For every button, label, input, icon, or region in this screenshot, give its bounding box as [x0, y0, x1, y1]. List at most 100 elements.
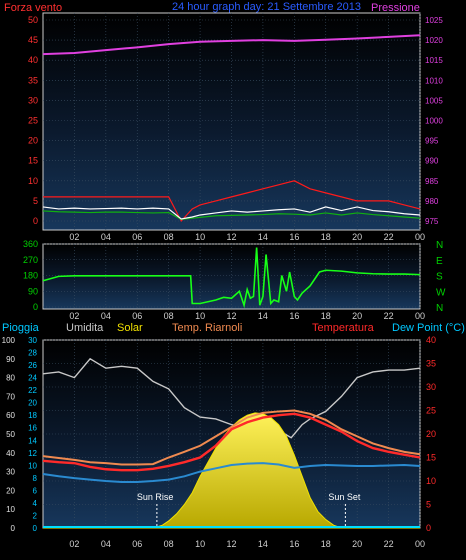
wind-tick-label: 15 [28, 156, 38, 166]
pressure-tick-label: 1000 [425, 117, 443, 126]
humidity-tick-label: 0 [33, 524, 38, 533]
humidity-tick-label: 30 [28, 336, 37, 345]
x-tick-label: 02 [69, 311, 79, 321]
sun-rise-label: Sun Rise [137, 492, 174, 502]
temperature-tick-label: 15 [426, 453, 436, 463]
pressure-tick-label: 995 [425, 137, 439, 146]
series-temp-riarnoli [42, 409, 421, 466]
rain-tick-label: 100 [2, 336, 16, 345]
rain-tick-label: 10 [6, 505, 15, 514]
sun-set-label: Sun Set [328, 492, 361, 502]
temperature-tick-label: 25 [426, 406, 436, 416]
rain-tick-label: 0 [11, 524, 16, 533]
humidity-legend: Umidita [66, 322, 104, 334]
rain-tick-label: 40 [6, 449, 15, 458]
compass-label: S [436, 272, 443, 283]
humidity-tick-label: 24 [28, 374, 37, 383]
chart-title: 24 hour graph day: 21 Settembre 2013 [172, 1, 361, 13]
x-tick-label: 22 [384, 539, 394, 549]
pressure-tick-label: 1010 [425, 76, 443, 85]
wind-axis-title: Forza vento [4, 2, 62, 14]
x-tick-label: 20 [352, 311, 362, 321]
x-tick-label: 04 [101, 232, 111, 242]
humidity-tick-label: 16 [28, 424, 37, 433]
x-tick-label: 00 [415, 539, 425, 549]
temperature-tick-label: 40 [426, 335, 436, 345]
x-tick-label: 08 [164, 539, 174, 549]
x-tick-label: 04 [101, 311, 111, 321]
wind-tick-label: 0 [33, 216, 38, 226]
series-pressione [42, 34, 421, 56]
direction-tick-label: 90 [28, 286, 38, 296]
solar-legend: Solar [117, 322, 143, 334]
pressure-tick-label: 1025 [425, 16, 443, 25]
pressure-tick-label: 990 [425, 157, 439, 166]
humidity-tick-label: 22 [28, 386, 37, 395]
rain-tick-label: 60 [6, 411, 15, 420]
rain-tick-label: 90 [6, 355, 15, 364]
x-tick-label: 16 [289, 232, 299, 242]
pressure-tick-label: 1020 [425, 36, 443, 45]
x-tick-label: 08 [164, 311, 174, 321]
wind-tick-label: 45 [28, 35, 38, 45]
humidity-tick-label: 14 [28, 436, 37, 445]
direction-tick-label: 180 [23, 271, 38, 281]
rain-axis-title: Pioggia [2, 322, 40, 334]
pressure-tick-label: 1005 [425, 96, 443, 105]
x-tick-label: 12 [226, 232, 236, 242]
x-tick-label: 18 [321, 232, 331, 242]
compass-label: N [436, 240, 443, 251]
series-temperatura [42, 412, 421, 472]
x-tick-label: 02 [69, 539, 79, 549]
humidity-tick-label: 18 [28, 411, 37, 420]
wind-tick-label: 25 [28, 116, 38, 126]
rain-tick-label: 30 [6, 468, 15, 477]
humidity-tick-label: 4 [33, 499, 38, 508]
temperature-tick-label: 30 [426, 382, 436, 392]
grid-lines [43, 13, 421, 529]
series-solar [43, 412, 420, 529]
direction-tick-label: 360 [23, 239, 38, 249]
temperature-tick-label: 0 [426, 523, 431, 533]
direction-tick-label: 270 [23, 255, 38, 265]
pressure-tick-label: 975 [425, 217, 439, 226]
temperature-tick-label: 10 [426, 476, 436, 486]
x-tick-label: 18 [321, 311, 331, 321]
x-tick-label: 04 [101, 539, 111, 549]
humidity-tick-label: 26 [28, 361, 37, 370]
humidity-tick-label: 6 [33, 486, 38, 495]
x-tick-label: 14 [258, 539, 268, 549]
direction-tick-label: 0 [33, 302, 38, 312]
rain-tick-label: 20 [6, 486, 15, 495]
x-tick-label: 10 [195, 232, 205, 242]
x-tick-label: 00 [415, 232, 425, 242]
x-tick-label: 12 [226, 539, 236, 549]
x-tick-label: 06 [132, 539, 142, 549]
humidity-tick-label: 20 [28, 399, 37, 408]
wind-tick-label: 20 [28, 136, 38, 146]
series-direzione [42, 247, 421, 309]
humidity-tick-label: 2 [33, 511, 38, 520]
pressure-tick-label: 1015 [425, 56, 443, 65]
series-media [42, 210, 421, 221]
pressure-tick-label: 980 [425, 197, 439, 206]
compass-label: E [436, 256, 443, 267]
series-dew-point [42, 462, 421, 483]
pressure-tick-label: 985 [425, 177, 439, 186]
rain-tick-label: 80 [6, 374, 15, 383]
x-tick-label: 20 [352, 539, 362, 549]
rain-tick-label: 50 [6, 430, 15, 439]
x-tick-label: 00 [415, 311, 425, 321]
humidity-tick-label: 10 [28, 461, 37, 470]
temperature-tick-label: 5 [426, 500, 431, 510]
series-vento [42, 206, 421, 220]
wind-tick-label: 5 [33, 196, 38, 206]
compass-label: W [436, 287, 446, 298]
humidity-tick-label: 12 [28, 449, 37, 458]
x-tick-label: 14 [258, 311, 268, 321]
x-tick-label: 20 [352, 232, 362, 242]
temperature-legend: Temperatura [312, 322, 375, 334]
x-tick-label: 06 [132, 311, 142, 321]
